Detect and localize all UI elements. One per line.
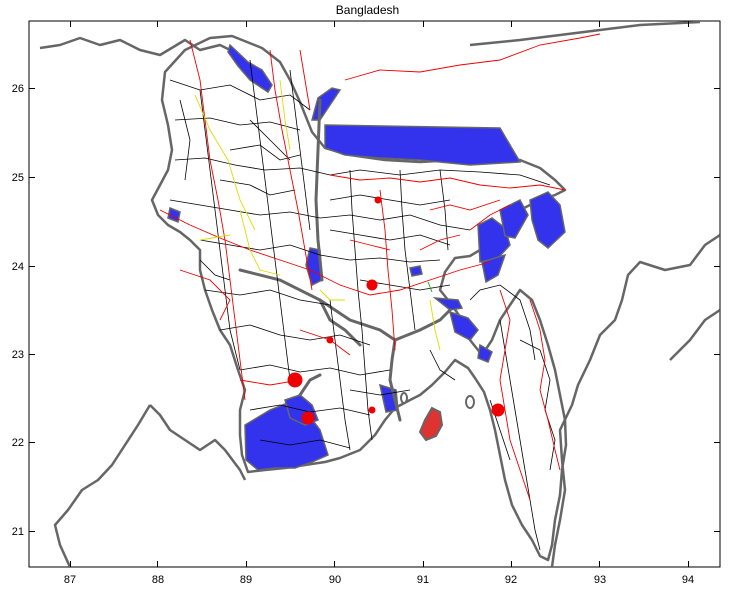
x-tick-labels: 87 88 89 90 91 92 93 94 <box>64 574 694 586</box>
admin-boundaries-layer <box>194 79 441 351</box>
bangladesh-outline <box>150 34 568 562</box>
y-tick-label: 22 <box>12 437 24 449</box>
y-tick-label: 26 <box>12 83 24 95</box>
x-tick-label: 93 <box>594 574 606 586</box>
green-features <box>427 281 433 293</box>
urban-clusters <box>287 196 505 425</box>
x-tick-label: 88 <box>152 574 164 586</box>
x-tick-label: 90 <box>329 574 341 586</box>
y-tick-label: 24 <box>12 261 24 273</box>
x-tick-label: 92 <box>505 574 517 586</box>
x-tick-label: 91 <box>417 574 429 586</box>
x-tick-label: 87 <box>64 574 76 586</box>
neighbour-borders <box>39 21 720 567</box>
y-tick-label: 23 <box>12 349 24 361</box>
y-ticks <box>29 88 720 532</box>
roads-layer <box>169 59 556 551</box>
map-title: Bangladesh <box>335 3 400 17</box>
x-tick-label: 89 <box>240 574 252 586</box>
x-ticks <box>70 21 689 567</box>
y-tick-label: 25 <box>12 172 24 184</box>
small-island <box>400 392 408 404</box>
small-island <box>465 395 475 409</box>
bhola-island <box>418 406 444 442</box>
y-tick-label: 21 <box>12 526 24 538</box>
y-tick-labels: 26 25 24 23 22 21 <box>12 83 24 538</box>
river-channels <box>238 98 452 422</box>
x-tick-label: 94 <box>682 574 694 586</box>
